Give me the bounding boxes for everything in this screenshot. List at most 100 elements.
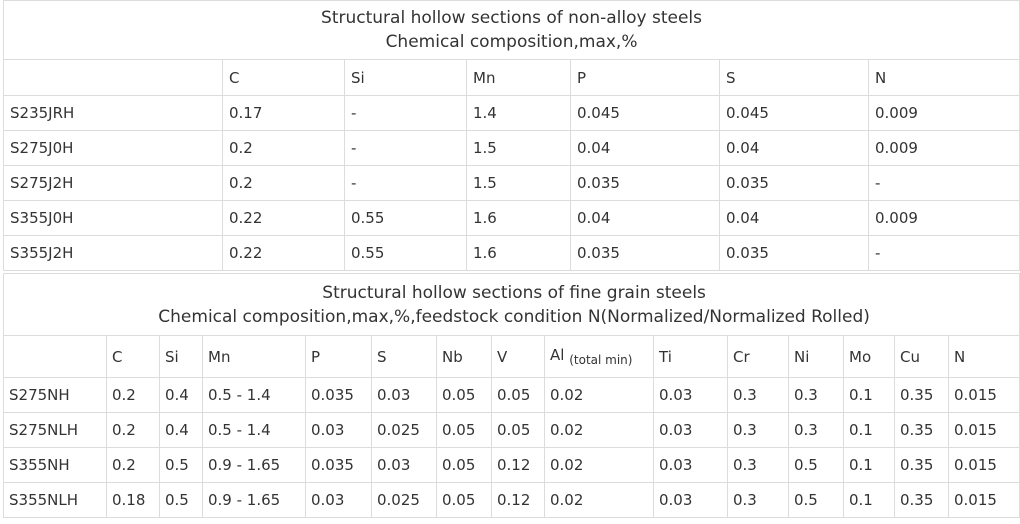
table-cell: S275NLH bbox=[3, 412, 107, 448]
table-cell: S235JRH bbox=[3, 95, 223, 131]
table1-header-row: C Si Mn P S N bbox=[3, 59, 1020, 96]
table-cell: 0.1 bbox=[843, 412, 895, 448]
table-cell: 0.009 bbox=[867, 130, 1020, 166]
table-cell: 0.4 bbox=[159, 412, 203, 448]
table-cell: 0.025 bbox=[371, 482, 437, 518]
table-cell: 0.22 bbox=[222, 235, 345, 271]
table1-header-cell: C bbox=[222, 59, 345, 96]
table2-header-cell: Mo bbox=[843, 335, 895, 378]
table-cell: 0.3 bbox=[788, 412, 844, 448]
table1-header-cell: Mn bbox=[466, 59, 571, 96]
table-cell: 0.04 bbox=[570, 130, 720, 166]
table-cell: 0.03 bbox=[653, 377, 728, 413]
table-cell: S275J2H bbox=[3, 165, 223, 201]
table-cell: 1.5 bbox=[466, 165, 571, 201]
table-cell: 0.03 bbox=[371, 377, 437, 413]
table2-header-cell: Si bbox=[159, 335, 203, 378]
table-row: S275J0H 0.2 - 1.5 0.04 0.04 0.009 bbox=[3, 130, 1020, 166]
table-cell: 0.12 bbox=[491, 447, 545, 483]
table2-header-cell: V bbox=[491, 335, 545, 378]
table1-title-line1: Structural hollow sections of non-alloy … bbox=[321, 8, 703, 28]
table1-header-cell: N bbox=[867, 59, 1020, 96]
table-cell: 1.6 bbox=[466, 235, 571, 271]
table2-title-line2: Chemical composition,max,%,feedstock con… bbox=[158, 306, 870, 327]
table-cell: 0.5 - 1.4 bbox=[202, 412, 306, 448]
fine-grain-steels-table: Structural hollow sections of fine grain… bbox=[2, 273, 1020, 518]
table-cell: 0.35 bbox=[894, 447, 949, 483]
table-cell: 0.35 bbox=[894, 377, 949, 413]
table-cell: 0.035 bbox=[570, 235, 720, 271]
table-cell: 0.05 bbox=[436, 377, 492, 413]
table-cell: 0.2 bbox=[106, 447, 160, 483]
table-cell: 0.9 - 1.65 bbox=[202, 482, 306, 518]
table-cell: - bbox=[344, 165, 467, 201]
table-cell: 0.2 bbox=[222, 165, 345, 201]
al-subscript: (total min) bbox=[569, 353, 633, 367]
table-cell: S355NH bbox=[3, 447, 107, 483]
table-cell: 0.03 bbox=[653, 412, 728, 448]
table-cell: 0.3 bbox=[727, 482, 789, 518]
table-cell: 0.12 bbox=[491, 482, 545, 518]
table-cell: S275NH bbox=[3, 377, 107, 413]
table-cell: - bbox=[344, 130, 467, 166]
table2-title: Structural hollow sections of fine grain… bbox=[2, 273, 1020, 336]
table-cell: 0.03 bbox=[653, 447, 728, 483]
table-cell: S355NLH bbox=[3, 482, 107, 518]
table2-header-cell: Ti bbox=[653, 335, 728, 378]
table-cell: 0.1 bbox=[843, 377, 895, 413]
table2-header-cell: N bbox=[947, 335, 1020, 378]
table2-header-cell: Mn bbox=[202, 335, 306, 378]
table-cell: 0.045 bbox=[719, 95, 869, 131]
table1-title: Structural hollow sections of non-alloy … bbox=[2, 0, 1020, 60]
table-cell: 0.3 bbox=[727, 377, 789, 413]
table-cell: 0.22 bbox=[222, 200, 345, 236]
table-cell: - bbox=[867, 165, 1020, 201]
table2-header-cell-al: Al (total min) bbox=[544, 335, 654, 378]
table-cell: 0.015 bbox=[947, 482, 1020, 518]
table-cell: 0.05 bbox=[436, 412, 492, 448]
table-cell: 0.05 bbox=[436, 482, 492, 518]
table-cell: 0.045 bbox=[570, 95, 720, 131]
table-cell: 0.18 bbox=[106, 482, 160, 518]
table-row: S235JRH 0.17 - 1.4 0.045 0.045 0.009 bbox=[3, 95, 1020, 131]
table2-header-row: C Si Mn P S Nb V Al (total min) Ti Cr Ni… bbox=[3, 335, 1020, 378]
table-cell: 0.3 bbox=[727, 412, 789, 448]
table-cell: 0.05 bbox=[436, 447, 492, 483]
table2-header-cell: C bbox=[106, 335, 160, 378]
table-cell: 0.015 bbox=[947, 412, 1020, 448]
table1-title-line2: Chemical composition,max,% bbox=[385, 32, 638, 52]
table2-title-line1: Structural hollow sections of fine grain… bbox=[322, 282, 706, 303]
table2-header-cell: Nb bbox=[436, 335, 492, 378]
table-cell: 0.009 bbox=[867, 200, 1020, 236]
table-cell: 0.5 bbox=[159, 482, 203, 518]
al-label: Al bbox=[550, 346, 565, 364]
table-cell: 0.1 bbox=[843, 447, 895, 483]
table-cell: 0.3 bbox=[727, 447, 789, 483]
table-cell: 0.05 bbox=[491, 377, 545, 413]
table-row: S355J2H 0.22 0.55 1.6 0.035 0.035 - bbox=[3, 235, 1020, 271]
table-cell: S275J0H bbox=[3, 130, 223, 166]
table-cell: 0.025 bbox=[371, 412, 437, 448]
table-row: S275J2H 0.2 - 1.5 0.035 0.035 - bbox=[3, 165, 1020, 201]
table-cell: 0.015 bbox=[947, 377, 1020, 413]
table-cell: S355J2H bbox=[3, 235, 223, 271]
table-cell: 0.03 bbox=[305, 412, 372, 448]
table1-header-cell: S bbox=[719, 59, 869, 96]
table-cell: 0.02 bbox=[544, 412, 654, 448]
table-cell: 1.6 bbox=[466, 200, 571, 236]
table1-header-cell bbox=[3, 59, 223, 96]
table-cell: 0.1 bbox=[843, 482, 895, 518]
table-row: S275NH 0.2 0.4 0.5 - 1.4 0.035 0.03 0.05… bbox=[3, 377, 1020, 413]
table-cell: 0.035 bbox=[719, 235, 869, 271]
table-cell: 0.55 bbox=[344, 200, 467, 236]
table-cell: 0.035 bbox=[719, 165, 869, 201]
table-cell: 0.035 bbox=[305, 447, 372, 483]
table-cell: 0.9 - 1.65 bbox=[202, 447, 306, 483]
table2-header-cell: S bbox=[371, 335, 437, 378]
table-cell: 0.035 bbox=[305, 377, 372, 413]
table-cell: 0.02 bbox=[544, 377, 654, 413]
table-cell: - bbox=[344, 95, 467, 131]
table-row: S355NH 0.2 0.5 0.9 - 1.65 0.035 0.03 0.0… bbox=[3, 447, 1020, 483]
table-cell: 0.035 bbox=[570, 165, 720, 201]
table-cell: 0.009 bbox=[867, 95, 1020, 131]
